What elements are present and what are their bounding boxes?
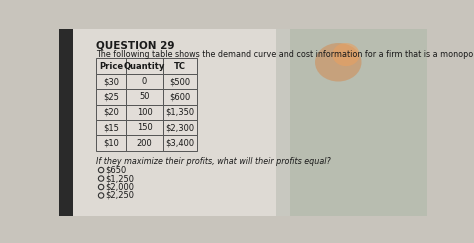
Text: $650: $650 (106, 165, 127, 174)
Text: $2,250: $2,250 (106, 191, 135, 200)
Text: $500: $500 (170, 77, 191, 86)
Ellipse shape (315, 43, 362, 81)
Text: Quantity: Quantity (124, 62, 165, 71)
Bar (163, 120, 197, 135)
Bar (96, 58, 126, 74)
Bar (73, 29, 290, 216)
Text: $30: $30 (103, 77, 119, 86)
Text: $2,000: $2,000 (106, 182, 135, 191)
Ellipse shape (332, 43, 360, 66)
Text: 0: 0 (142, 77, 147, 86)
Bar (126, 89, 163, 105)
Text: 200: 200 (137, 139, 152, 148)
Bar (96, 135, 126, 151)
Bar (96, 105, 126, 120)
Bar (126, 120, 163, 135)
Bar (96, 74, 126, 89)
Text: $15: $15 (103, 123, 119, 132)
Bar (126, 58, 163, 74)
Text: 50: 50 (139, 92, 150, 101)
Bar (59, 29, 73, 216)
Bar (290, 29, 427, 216)
Text: $25: $25 (103, 92, 119, 101)
Bar (163, 105, 197, 120)
Text: $10: $10 (103, 139, 119, 148)
Text: The following table shows the demand curve and cost information for a firm that : The following table shows the demand cur… (96, 50, 474, 59)
Bar (163, 89, 197, 105)
Text: $20: $20 (103, 108, 119, 117)
Text: $3,400: $3,400 (165, 139, 195, 148)
Text: $600: $600 (170, 92, 191, 101)
Bar (126, 135, 163, 151)
Bar (163, 74, 197, 89)
Text: $1,250: $1,250 (106, 174, 135, 183)
Text: 100: 100 (137, 108, 152, 117)
Text: $2,300: $2,300 (165, 123, 195, 132)
Text: $1,350: $1,350 (165, 108, 195, 117)
Bar (96, 120, 126, 135)
Bar (126, 74, 163, 89)
Bar (163, 58, 197, 74)
Bar (126, 105, 163, 120)
Bar (276, 29, 290, 216)
Bar (163, 135, 197, 151)
Text: QUESTION 29: QUESTION 29 (96, 41, 175, 51)
Text: 150: 150 (137, 123, 152, 132)
Text: Price: Price (99, 62, 123, 71)
Text: If they maximize their profits, what will their profits equal?: If they maximize their profits, what wil… (96, 157, 331, 166)
Text: TC: TC (174, 62, 186, 71)
Bar (96, 89, 126, 105)
